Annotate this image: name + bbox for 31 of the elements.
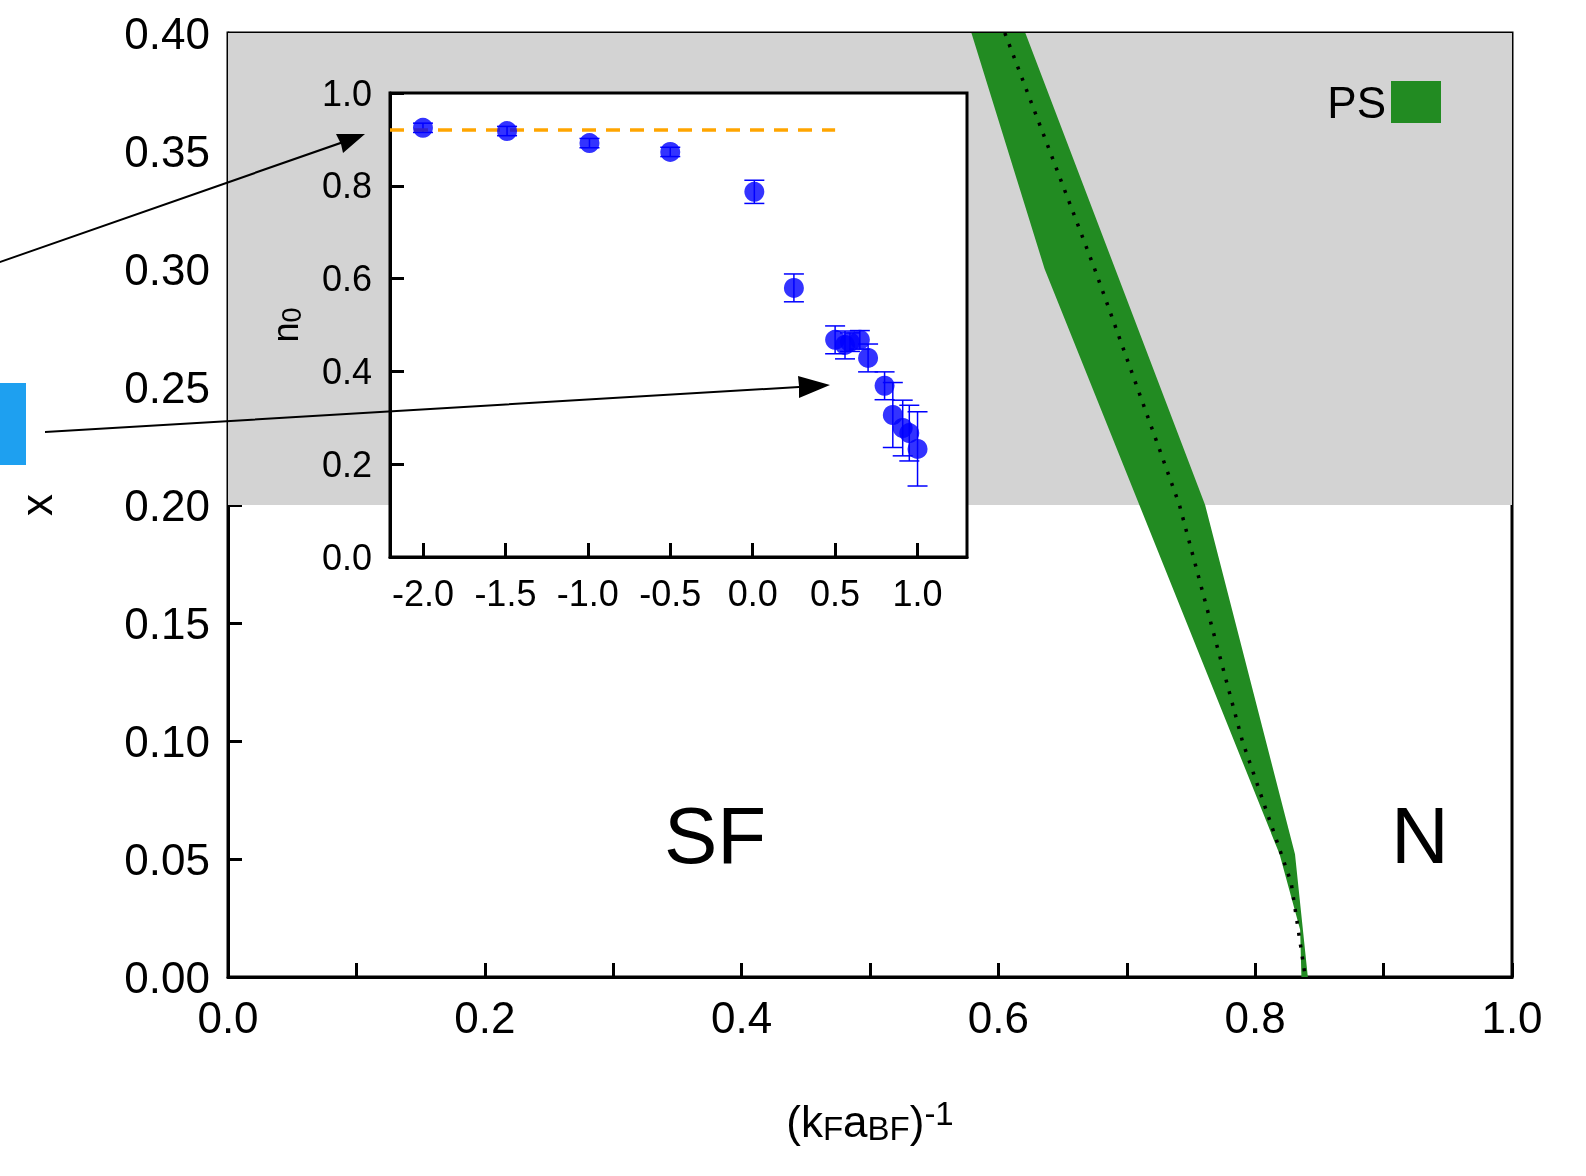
x-tick-label: 0.6	[967, 992, 1029, 1042]
x-tick-label: 0.2	[454, 992, 516, 1042]
legend-label: PS	[1327, 77, 1386, 127]
x-tick-label: 1.0	[1481, 992, 1543, 1042]
y-tick-label: 0.35	[124, 126, 210, 176]
x-tick-label: 0.4	[711, 992, 773, 1042]
y-tick-label: 0.10	[124, 716, 210, 766]
x-tick-label: -1.5	[474, 572, 537, 614]
y-tick-label: 0.8	[321, 165, 372, 207]
x-tick-label: 1.0	[892, 572, 943, 614]
x-tick-label: -1.0	[556, 572, 619, 614]
y-axis-title: x	[11, 494, 61, 516]
y-tick-label: 0.4	[321, 350, 372, 392]
y-tick-label: 0.2	[321, 443, 372, 485]
x-tick-label: 0.0	[727, 572, 778, 614]
x-tick-label: -0.5	[639, 572, 702, 614]
y-tick-label: 0.40	[124, 8, 210, 58]
x-tick-label: 0.5	[810, 572, 861, 614]
y-axis-title: n0	[264, 307, 307, 343]
x-tick-label: 0.8	[1224, 992, 1286, 1042]
y-tick-label: 0.20	[124, 480, 210, 530]
annotation: SF	[663, 790, 767, 880]
y-tick-label: 0.30	[124, 244, 210, 294]
y-tick-label: 0.0	[321, 536, 372, 578]
y-tick-label: 0.25	[124, 362, 210, 412]
y-tick-label: 0.05	[124, 834, 210, 884]
x-tick-label: -2.0	[391, 572, 454, 614]
y-tick-label: 1.0	[321, 72, 372, 114]
y-tick-label: 0.6	[321, 258, 372, 300]
y-tick-label: 0.15	[124, 598, 210, 648]
annotation: N	[1391, 790, 1449, 880]
